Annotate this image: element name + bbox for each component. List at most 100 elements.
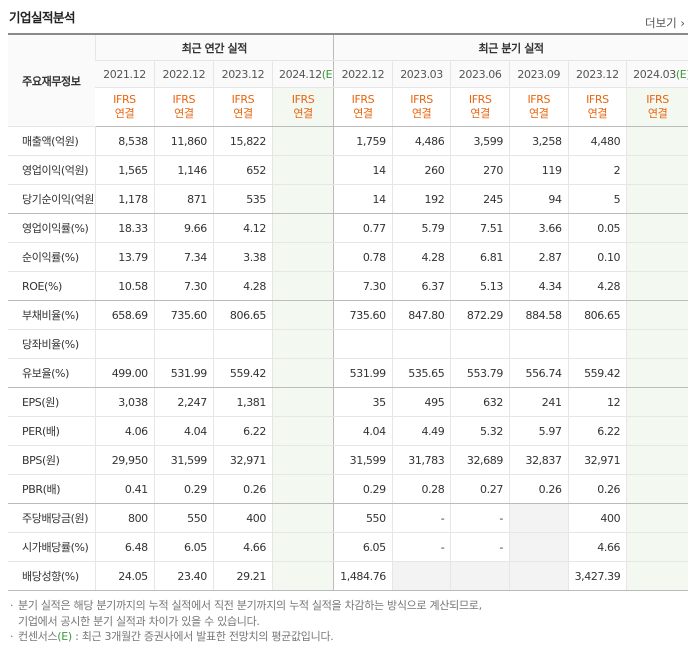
value-cell: 24.05 <box>94 561 155 591</box>
value-cell: 8,538 <box>94 126 155 156</box>
table-row: PBR(배) 0.41 0.29 0.26 0.29 0.28 0.27 0.26 0.26 <box>8 474 688 504</box>
value-cell: 884.58 <box>508 300 569 330</box>
basis-header: IFRS 연결 <box>450 87 510 127</box>
row-label: EPS(원) <box>8 387 96 417</box>
row-label: 주당배당금(원) <box>8 503 96 533</box>
value-cell: 0.10 <box>567 242 627 272</box>
row-label: ROE(%) <box>8 271 96 301</box>
value-cell <box>508 329 569 359</box>
row-label: 유보율(%) <box>8 358 96 388</box>
table-row: BPS(원) 29,950 31,599 32,971 31,599 31,783 32,6… <box>8 445 688 475</box>
basis-text: IFRS <box>410 93 433 106</box>
basis-header: IFRS 연결 <box>626 87 688 127</box>
value-cell: 1,146 <box>153 155 214 185</box>
note-text: 컨센서스 <box>18 630 58 643</box>
value-cell: 32,971 <box>567 445 627 475</box>
more-link[interactable]: 더보기 <box>645 15 685 31</box>
value-cell: 12 <box>567 387 627 417</box>
value-cell: 4.66 <box>212 532 273 562</box>
value-cell: 260 <box>391 155 451 185</box>
value-cell: 35 <box>333 387 393 417</box>
basis-text: IFRS <box>291 93 315 106</box>
value-cell: 499.00 <box>94 358 155 388</box>
value-cell: 735.60 <box>333 300 393 330</box>
value-cell: 5.13 <box>450 271 510 301</box>
value-cell: 31,599 <box>333 445 393 475</box>
value-cell: 550 <box>153 503 214 533</box>
basis-header: IFRS 연결 <box>271 87 334 127</box>
period-header: 2024.12(E) <box>271 60 334 88</box>
value-cell <box>626 561 688 591</box>
table-row: 순이익률(%) 13.79 7.34 3.38 0.78 4.28 6.81 2.87 0.10 <box>8 242 688 272</box>
value-cell: 32,971 <box>212 445 273 475</box>
value-cell: 15,822 <box>212 126 273 156</box>
table-row: ROE(%) 10.58 7.30 4.28 7.30 6.37 5.13 4.34 4.28 <box>8 271 688 301</box>
value-cell: 6.22 <box>212 416 273 446</box>
row-label: 부채비율(%) <box>8 300 96 330</box>
value-cell: 4.28 <box>567 271 627 301</box>
table-row: 영업이익(억원) 1,565 1,146 652 14 260 270 119 2 <box>8 155 688 185</box>
value-cell: 0.41 <box>94 474 155 504</box>
value-cell: 31,783 <box>391 445 451 475</box>
table-row: 주당배당금(원) 800 550 400 550- -400 <box>8 503 688 533</box>
basis-text: 연결 <box>529 107 549 120</box>
value-cell <box>153 329 214 359</box>
value-cell <box>271 561 334 591</box>
value-cell <box>94 329 155 359</box>
table-row: 당좌비율(%) <box>8 329 688 359</box>
value-cell <box>271 155 334 185</box>
table-row: 배당성향(%) 24.05 23.40 29.21 1,484.76 3,427.39 <box>8 561 688 591</box>
basis-text: IFRS <box>527 93 551 106</box>
value-cell: 7.30 <box>153 271 214 301</box>
value-cell <box>626 532 688 562</box>
value-cell <box>333 329 393 359</box>
period-header: 2023.09 <box>508 60 569 88</box>
financial-table: 주요재무정보 최근 연간 실적 최근 분기 실적 2021.12 2022.12 2023… <box>8 33 688 591</box>
period-date: 2024.12 <box>279 67 322 81</box>
value-cell: 559.42 <box>567 358 627 388</box>
value-cell: 4.04 <box>153 416 214 446</box>
value-cell: 495 <box>391 387 451 417</box>
value-cell: 23.40 <box>153 561 214 591</box>
basis-header: IFRS 연결 <box>391 87 451 127</box>
value-cell: 535.65 <box>391 358 451 388</box>
value-cell: 4,480 <box>567 126 627 156</box>
value-cell <box>626 329 688 359</box>
basis-text: 연결 <box>470 107 490 120</box>
value-cell: 2.87 <box>508 242 569 272</box>
value-cell: 6.37 <box>391 271 451 301</box>
value-cell: 1,381 <box>212 387 273 417</box>
value-cell: 14 <box>333 155 393 185</box>
value-cell <box>271 271 334 301</box>
table-row: 당기순이익(억원) 1,178 871 535 14 192 245 94 5 <box>8 184 688 214</box>
value-cell: 94 <box>508 184 569 214</box>
note-text: : 최근 3개월간 증권사에서 발표한 전망치의 평균값입니다. <box>71 630 334 643</box>
value-cell <box>271 532 334 562</box>
basis-header: IFRS 연결 <box>95 87 155 127</box>
value-cell: - <box>391 503 451 533</box>
value-cell: 559.42 <box>212 358 273 388</box>
table-row: 유보율(%) 499.00 531.99 559.42 531.99 535.65 553.… <box>8 358 688 388</box>
basis-text: IFRS <box>231 93 255 106</box>
value-cell <box>626 300 688 330</box>
value-cell: 10.58 <box>94 271 155 301</box>
value-cell: 0.29 <box>333 474 393 504</box>
note-text: (E) <box>57 630 72 643</box>
value-cell <box>626 242 688 272</box>
basis-header: IFRS 연결 <box>333 87 393 127</box>
value-cell: 3,258 <box>508 126 569 156</box>
value-cell <box>626 358 688 388</box>
value-cell: - <box>391 532 451 562</box>
value-cell <box>626 155 688 185</box>
value-cell: 6.48 <box>94 532 155 562</box>
group-header: 최근 연간 실적 <box>94 33 334 61</box>
row-label: 매출액(억원) <box>8 126 96 156</box>
value-cell: 4.66 <box>567 532 627 562</box>
value-cell: 871 <box>153 184 214 214</box>
value-cell: 1,484.76 <box>333 561 393 591</box>
value-cell: 400 <box>567 503 627 533</box>
value-cell: 5 <box>567 184 627 214</box>
value-cell <box>271 474 334 504</box>
value-cell <box>450 329 510 359</box>
value-cell <box>626 445 688 475</box>
